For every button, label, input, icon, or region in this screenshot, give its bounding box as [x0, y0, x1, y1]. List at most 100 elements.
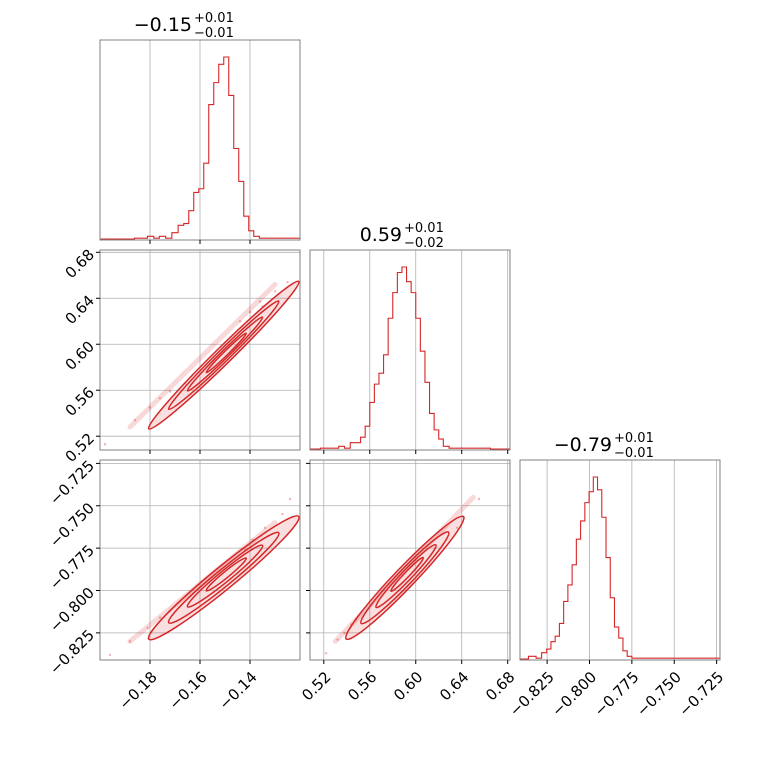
scatter-point	[168, 390, 172, 393]
histogram-bin	[234, 149, 239, 241]
x-tick-label: −0.750	[633, 668, 685, 720]
scatter-point	[158, 397, 162, 400]
scatter-point	[248, 310, 252, 314]
grid-lines	[323, 250, 509, 450]
x-tick-label: 0.56	[344, 668, 380, 704]
histogram-bin	[568, 585, 572, 660]
scatter-point	[238, 320, 242, 323]
density-contour	[205, 557, 248, 592]
histogram-outline	[520, 476, 720, 660]
scatter-point	[281, 513, 284, 516]
y-tick-label: 0.52	[62, 429, 98, 465]
histogram-bin	[542, 653, 547, 660]
scatter-point	[324, 652, 328, 655]
scatter-series	[108, 497, 300, 657]
y-tick-label: 0.56	[62, 384, 98, 420]
density-contour	[186, 316, 264, 392]
histogram-bin	[244, 216, 249, 240]
density-contour	[360, 531, 450, 625]
scatter-point	[128, 640, 132, 643]
title-lower-error: −0.01	[194, 26, 234, 41]
histogram-bin	[593, 477, 597, 660]
histogram-bin	[598, 490, 602, 660]
scatter-point	[158, 616, 162, 619]
x-tick-label: 0.52	[298, 668, 334, 704]
histogram-series	[310, 266, 510, 450]
density-contour	[186, 544, 264, 608]
title-median: 0.59	[360, 224, 402, 246]
histogram-bin	[581, 521, 585, 660]
histogram-bin	[606, 558, 610, 660]
histogram-outline	[310, 266, 510, 450]
x-tick-label: −0.16	[166, 668, 211, 713]
histogram-bin	[407, 282, 412, 450]
histogram-bin	[356, 443, 361, 450]
histogram-bin	[439, 439, 444, 450]
scatter-point	[343, 631, 346, 635]
title-median: −0.15	[134, 14, 192, 36]
x-tick-label: −0.800	[548, 668, 600, 720]
axes-frame	[309, 459, 511, 661]
histogram-bin	[434, 430, 439, 450]
histogram-outline	[100, 56, 300, 240]
grid-lines	[100, 460, 300, 660]
scatter-series	[103, 280, 300, 446]
scatter-point	[258, 300, 262, 303]
histogram-bin	[184, 224, 189, 240]
histogram-bin	[393, 293, 398, 450]
histogram-bin	[610, 598, 614, 660]
histogram-bin	[249, 231, 254, 240]
histogram-bin	[204, 163, 209, 240]
histogram-bin	[189, 211, 194, 240]
density-fill	[148, 515, 300, 640]
y-tick-label: 0.68	[62, 246, 98, 282]
scatter-point	[455, 526, 459, 529]
panel-title: −0.15 +0.01−0.01	[134, 11, 234, 41]
density-fill	[345, 516, 464, 640]
axes-frame	[519, 459, 721, 661]
panel-title: 0.59 +0.01−0.02	[360, 221, 444, 251]
title-lower-error: −0.02	[404, 236, 444, 251]
histogram-bin	[614, 627, 618, 660]
histogram-bin	[365, 426, 370, 450]
histogram-bin	[224, 57, 229, 240]
histogram-series	[100, 56, 300, 241]
x-tick-label: −0.14	[216, 668, 261, 713]
y-tick-label: −0.825	[46, 626, 98, 678]
scatter-point	[108, 653, 112, 657]
y-tick-label: 0.60	[62, 338, 98, 374]
histogram-bin	[555, 636, 559, 660]
histogram-bin	[214, 83, 219, 240]
histogram-bin	[572, 565, 576, 660]
scatter-series	[324, 494, 481, 655]
axes-frame	[309, 249, 511, 451]
histogram-bin	[239, 181, 244, 240]
density-contour	[167, 300, 280, 411]
grid-lines	[100, 250, 300, 450]
scatter-point	[103, 443, 107, 446]
title-upper-error: +0.01	[614, 431, 654, 446]
title-upper-error: +0.01	[194, 11, 234, 26]
histogram-bin	[209, 105, 214, 240]
x-tick-label: 0.60	[390, 668, 426, 704]
scatter-point	[273, 290, 277, 293]
scatter-point	[336, 638, 339, 641]
histogram-bin	[229, 95, 234, 240]
histogram-bin	[219, 64, 224, 240]
histogram-bin	[199, 189, 204, 240]
density-contour	[147, 280, 300, 430]
y-tick-label: 0.64	[62, 292, 98, 328]
title-lower-error: −0.01	[614, 446, 654, 461]
histogram-bin	[388, 318, 393, 450]
histogram-bin	[350, 443, 356, 450]
histogram-bin	[178, 225, 184, 240]
histogram-bin	[602, 517, 606, 660]
y-tick-label: −0.775	[46, 541, 98, 593]
histogram-series	[520, 476, 720, 660]
panel-title: −0.79 +0.01−0.01	[554, 431, 654, 461]
histogram-bin	[623, 651, 627, 660]
histogram-bin	[564, 601, 568, 660]
histogram-bin	[384, 355, 389, 450]
density-fill	[148, 281, 299, 430]
